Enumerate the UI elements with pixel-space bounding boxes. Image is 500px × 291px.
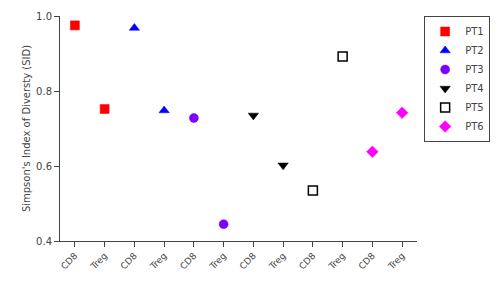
svg-text:PT5: PT5 [465, 102, 484, 113]
svg-text:PT2: PT2 [465, 45, 484, 56]
svg-text:PT3: PT3 [465, 64, 484, 75]
svg-text:PT1: PT1 [465, 26, 484, 37]
svg-text:CD8: CD8 [178, 251, 199, 272]
svg-text:0.8: 0.8 [36, 86, 52, 97]
svg-text:1.0: 1.0 [36, 11, 52, 22]
svg-text:PT6: PT6 [465, 121, 484, 132]
svg-text:Treg: Treg [207, 251, 228, 272]
svg-text:PT4: PT4 [465, 83, 484, 94]
svg-text:CD8: CD8 [238, 251, 259, 272]
svg-text:Treg: Treg [148, 251, 169, 272]
svg-text:Simpson's Index of Diversty (S: Simpson's Index of Diversty (SID) [21, 45, 32, 212]
svg-text:0.6: 0.6 [36, 161, 52, 172]
svg-text:CD8: CD8 [59, 251, 80, 272]
svg-text:CD8: CD8 [357, 251, 378, 272]
svg-text:Treg: Treg [88, 251, 109, 272]
svg-text:Treg: Treg [386, 251, 407, 272]
svg-text:0.4: 0.4 [36, 236, 52, 247]
svg-text:CD8: CD8 [119, 251, 140, 272]
svg-text:CD8: CD8 [297, 251, 318, 272]
svg-text:Treg: Treg [267, 251, 288, 272]
svg-text:Treg: Treg [326, 251, 347, 272]
